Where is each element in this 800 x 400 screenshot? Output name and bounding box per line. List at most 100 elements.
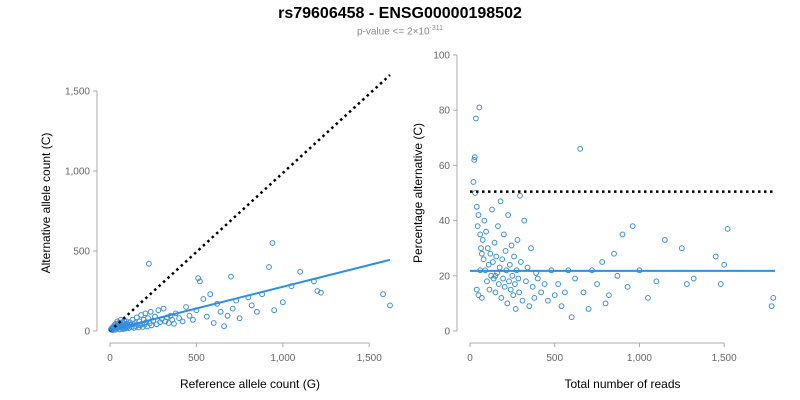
data-point	[484, 245, 491, 252]
data-point	[314, 288, 321, 294]
y-tick-label: 0	[444, 327, 450, 338]
reference-line	[109, 74, 391, 332]
chart-title: rs79606458 - ENSG00000198502	[278, 5, 522, 22]
data-point	[228, 273, 234, 280]
data-point	[196, 278, 203, 285]
data-point	[585, 306, 592, 312]
data-point	[254, 308, 260, 315]
data-point	[145, 260, 152, 267]
data-point	[512, 306, 519, 312]
data-point	[470, 179, 477, 185]
data-point	[510, 292, 517, 299]
subtitle-times: ×	[412, 26, 419, 38]
data-point	[690, 275, 697, 282]
subtitle-prefix: p-value <= 2	[356, 26, 413, 38]
x-tick-label: 1,000	[270, 353, 295, 364]
data-point	[653, 278, 660, 285]
data-point	[498, 294, 505, 301]
data-point	[534, 275, 541, 282]
y-axis-label: Percentage alternative (C)	[411, 123, 425, 263]
data-point	[210, 320, 217, 326]
data-point	[555, 281, 562, 287]
y-tick-label: 1,000	[65, 167, 90, 178]
data-point	[491, 239, 498, 246]
x-tick-label: 0	[467, 353, 473, 364]
data-point	[480, 256, 487, 263]
data-point	[271, 307, 278, 314]
data-point	[507, 286, 514, 293]
data-point	[545, 297, 551, 304]
data-point	[614, 272, 621, 279]
data-point	[484, 278, 490, 285]
data-point	[248, 302, 255, 309]
y-tick-label: 500	[73, 247, 90, 258]
data-point	[500, 275, 506, 282]
data-point	[541, 281, 548, 287]
data-point	[619, 231, 626, 238]
data-point	[512, 281, 518, 287]
data-point	[712, 253, 719, 260]
data-point	[380, 291, 386, 298]
data-point	[558, 303, 565, 310]
data-point	[387, 302, 393, 309]
data-point	[568, 314, 575, 321]
data-point	[611, 250, 617, 257]
data-point	[477, 231, 484, 238]
data-point	[475, 292, 482, 299]
data-point	[147, 308, 154, 315]
y-tick-label: 100	[433, 51, 450, 62]
data-point	[229, 305, 236, 312]
data-point	[224, 312, 231, 319]
y-tick-label: 1,500	[65, 87, 90, 98]
data-point	[496, 264, 503, 271]
x-tick-label: 1,500	[357, 353, 382, 364]
data-point	[160, 305, 167, 312]
data-point	[515, 275, 522, 282]
data-point	[551, 292, 558, 299]
data-point	[481, 217, 488, 224]
data-point	[142, 310, 149, 317]
data-point	[317, 289, 324, 296]
data-point	[505, 212, 512, 218]
data-point	[514, 237, 521, 243]
y-tick-label: 80	[439, 106, 451, 117]
chart-subtitle: p-value <= 2×10-311	[0, 25, 800, 37]
data-point	[497, 198, 504, 205]
data-point	[721, 261, 728, 268]
data-point	[508, 242, 515, 249]
data-point	[629, 223, 636, 230]
data-point	[485, 261, 492, 268]
data-point	[678, 245, 685, 252]
data-point	[133, 314, 140, 321]
data-point	[472, 190, 478, 196]
data-point	[531, 294, 538, 301]
data-point	[500, 231, 507, 238]
data-point	[572, 275, 578, 282]
data-point	[473, 203, 480, 210]
data-point	[509, 272, 516, 279]
data-point	[471, 156, 478, 163]
data-point	[489, 206, 495, 213]
data-point	[492, 289, 499, 296]
data-point	[207, 291, 214, 298]
data-point	[266, 264, 272, 270]
data-point	[599, 259, 606, 265]
data-point	[602, 300, 609, 307]
data-point	[479, 237, 486, 243]
data-point	[186, 312, 193, 319]
data-point	[203, 313, 210, 320]
data-point	[183, 304, 189, 310]
data-point	[717, 281, 724, 287]
y-tick-label: 0	[84, 327, 90, 338]
x-tick-label: 1,500	[712, 353, 737, 364]
data-point	[506, 261, 513, 268]
data-point	[297, 268, 304, 275]
data-point	[529, 283, 536, 290]
data-point	[580, 289, 587, 296]
data-point	[661, 237, 668, 243]
x-axis-label: Total number of reads	[564, 377, 680, 391]
data-point	[195, 275, 202, 282]
subtitle-base: 10	[418, 26, 430, 38]
data-point	[594, 281, 600, 287]
regression-line	[109, 258, 391, 332]
